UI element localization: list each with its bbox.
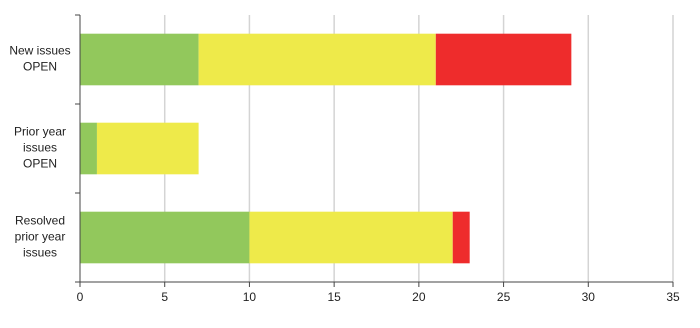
x-tick-label: 20: [412, 290, 426, 304]
bar: [80, 122, 97, 175]
x-tick-label: 10: [243, 290, 257, 304]
x-tick-label: 30: [582, 290, 596, 304]
x-tick-label: 15: [327, 290, 341, 304]
y-tick-label: issues: [23, 246, 57, 260]
y-tick-label: prior year: [15, 230, 66, 244]
y-tick-label: New issues: [9, 44, 70, 58]
bar: [435, 33, 572, 86]
y-tick-label: issues: [23, 141, 57, 155]
bar: [96, 122, 199, 175]
y-tick-label: OPEN: [23, 157, 57, 171]
y-tick-label: Prior year: [14, 125, 66, 139]
y-tick-label: Resolved: [15, 214, 65, 228]
x-tick-label: 35: [666, 290, 680, 304]
x-tick-label: 25: [497, 290, 511, 304]
y-tick-label: OPEN: [23, 60, 57, 74]
bar: [198, 33, 436, 86]
bar: [452, 211, 470, 264]
bar: [80, 211, 250, 264]
x-tick-label: 5: [161, 290, 168, 304]
bar: [80, 33, 199, 86]
x-tick-label: 0: [77, 290, 84, 304]
bar: [249, 211, 453, 264]
